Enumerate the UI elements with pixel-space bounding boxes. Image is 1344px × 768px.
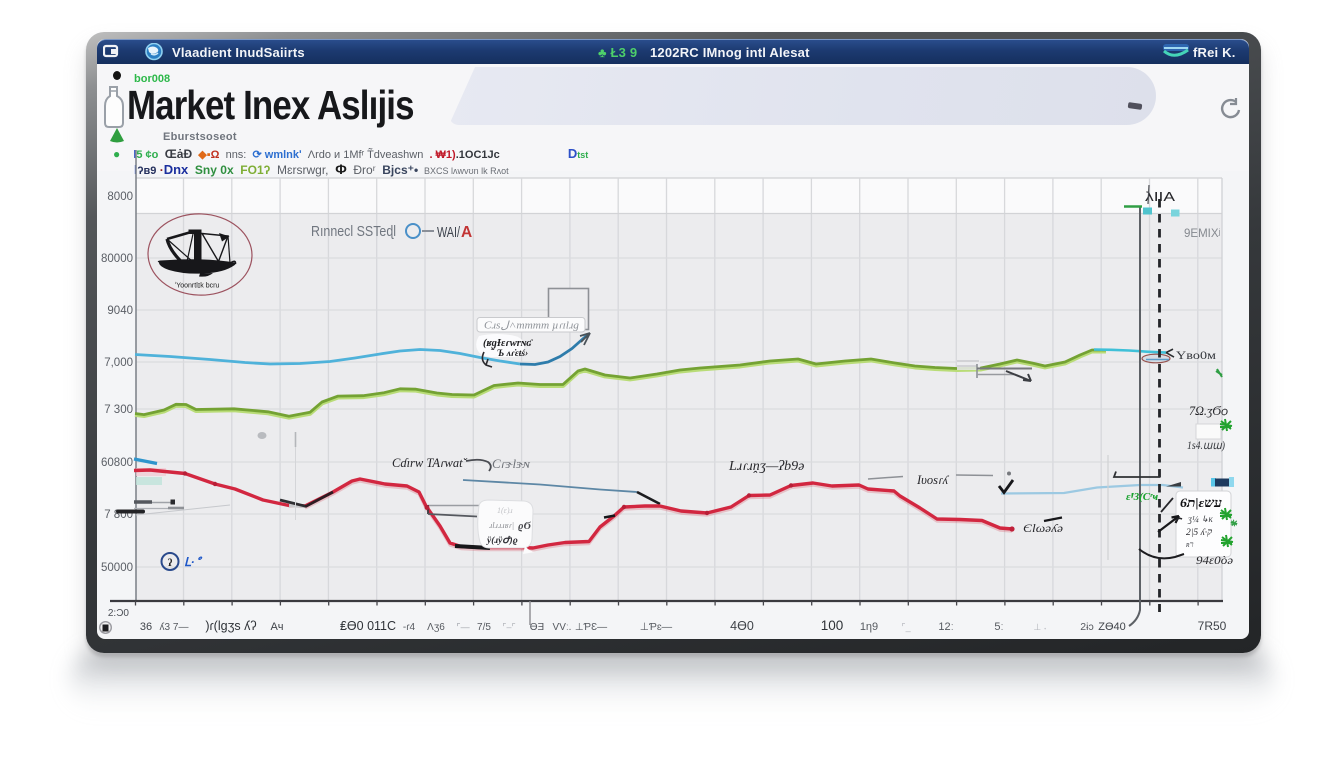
svg-text:9ЕMІХʲ: 9ЕMІХʲ xyxy=(1184,228,1221,240)
svg-text:ʎ3 7—: ʎ3 7— xyxy=(160,622,189,633)
svg-text:ת6|ɛעש: ת6|ɛעש xyxy=(1180,495,1223,510)
svg-text:Cɗırw TAɾwatˇ: Cɗırw TAɾwatˇ xyxy=(392,456,468,470)
svg-text:ɛꞋ3(Сʳҹ: ɛꞋ3(Сʳҹ xyxy=(1126,491,1158,503)
svg-text:1ѕ4.աա): 1ѕ4.աա) xyxy=(1187,440,1225,452)
svg-text:7 300: 7 300 xyxy=(104,404,133,416)
svg-text:Ʌʒ6: Ʌʒ6 xyxy=(427,622,445,633)
svg-text:36: 36 xyxy=(140,621,152,633)
svg-text:ʻYoonrtlɪk bcnɹ: ʻYoonrtlɪk bcnɹ xyxy=(175,282,220,290)
svg-text:WAI/: WAI/ xyxy=(437,224,461,241)
svg-text:ӱ(ɹӱԺ)ϱ: ӱ(ɹӱԺ)ϱ xyxy=(486,535,518,546)
svg-text:Lɹɾɹṋʒ—ʔb9ə: Lɹɾɹṋʒ—ʔb9ə xyxy=(728,459,804,474)
svg-text:)ɾ(lɡʒs ʎʔ: )ɾ(lɡʒs ʎʔ xyxy=(205,619,256,633)
svg-text:λІIA: λІIA xyxy=(1145,190,1176,204)
svg-text:50000: 50000 xyxy=(101,562,133,574)
svg-text:₤Ө0 011C: ₤Ө0 011C xyxy=(340,619,396,633)
svg-text:60800: 60800 xyxy=(101,457,133,469)
svg-text:ZӨ40: ZӨ40 xyxy=(1098,621,1126,633)
svg-text:Үʙο0м: Үʙο0м xyxy=(1176,350,1217,362)
svg-text:Iυosɾʎ: Iυosɾʎ xyxy=(916,473,950,487)
svg-text:12ː: 12ː xyxy=(938,621,953,633)
svg-text:ʒ¼ ↳к: ʒ¼ ↳к xyxy=(1187,514,1214,524)
svg-text:94ɛ0òə: 94ɛ0òə xyxy=(1196,553,1233,567)
svg-text:Rınnecl SSTeɖl: Rınnecl SSTeɖl xyxy=(311,224,396,240)
svg-text:Cɹsل˄mmmm µɾɪlɹg: Cɹsل˄mmmm µɾɪlɹg xyxy=(484,321,579,332)
svg-text:ӨƎ: ӨƎ xyxy=(530,622,544,633)
svg-text:(ʁg̰Ɨɛɾwrɴʛ: (ʁg̰Ɨɛɾwrɴʛ xyxy=(483,338,533,350)
svg-text:7R50: 7R50 xyxy=(1198,619,1227,633)
svg-text:⊥ƤƐ—: ⊥ƤƐ— xyxy=(575,622,607,633)
svg-text:5ː: 5ː xyxy=(994,621,1003,633)
svg-text:⊥Ƥɛ—: ⊥Ƥɛ— xyxy=(640,621,673,633)
svg-text:1(ɛ)ɹ: 1(ɛ)ɹ xyxy=(497,506,513,515)
svg-text:2|5 ʎ·ק: 2|5 ʎ·ק xyxy=(1186,528,1212,538)
svg-text:80000: 80000 xyxy=(101,253,133,265)
svg-text:ϱϬ: ϱϬ xyxy=(518,521,531,532)
svg-text:7Ω.ʒϬѻ: 7Ω.ʒϬѻ xyxy=(1189,404,1228,418)
svg-text:A: A xyxy=(461,224,472,241)
svg-text:9040: 9040 xyxy=(107,305,133,317)
svg-text:ʔ: ʔ xyxy=(168,558,173,569)
svg-text:⌜–⌜: ⌜–⌜ xyxy=(502,622,515,632)
svg-text:Ъ ʌɾ̇ɛŧś›: Ъ ʌɾ̇ɛŧś› xyxy=(497,348,528,359)
svg-text:ʀר: ʀר xyxy=(1186,540,1194,549)
svg-text:4Ө0: 4Ө0 xyxy=(730,619,754,633)
svg-text:⊥ ˖: ⊥ ˖ xyxy=(1033,622,1046,632)
svg-text:Єlωəʎə: Єlωəʎə xyxy=(1023,521,1063,535)
svg-text:7/5: 7/5 xyxy=(477,622,491,633)
svg-text:100: 100 xyxy=(821,618,844,633)
svg-text:2:Ɔ0: 2:Ɔ0 xyxy=(108,608,130,619)
svg-text:ɹlɹɹɹʁɾ|: ɹlɹɹɹʁɾ| xyxy=(489,520,514,530)
svg-text:⌜_: ⌜_ xyxy=(901,622,911,632)
svg-text:VVː.: VVː. xyxy=(553,622,572,633)
svg-text:2ɨɔ: 2ɨɔ xyxy=(1080,621,1093,633)
svg-text:-ɾ4: -ɾ4 xyxy=(403,622,416,633)
svg-text:8000: 8000 xyxy=(107,191,133,203)
svg-text:Cɾɝlɝɴ: Cɾɝlɝɴ xyxy=(492,456,530,471)
svg-text:7,000: 7,000 xyxy=(104,357,133,369)
svg-text:1ƞ9: 1ƞ9 xyxy=(860,621,878,633)
svg-text:⌜—: ⌜— xyxy=(456,622,469,632)
svg-text:Aч: Aч xyxy=(270,621,283,633)
